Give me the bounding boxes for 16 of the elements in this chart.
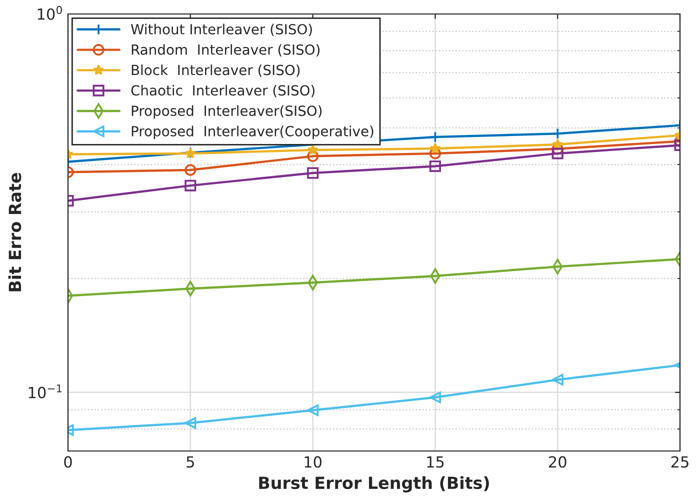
legend-label: Random Interleaver (SISO)	[132, 44, 320, 56]
x-tick-label: 5	[186, 456, 194, 468]
legend-label: Without Interleaver (SISO)	[130, 24, 312, 36]
legend-label: Chaotic Interleaver (SISO)	[131, 84, 314, 98]
x-tick-label: 10	[304, 456, 322, 468]
x-tick-label: 25	[671, 456, 688, 468]
x-tick-label: 20	[549, 456, 566, 468]
y-tick-label: 10$^{−1}$	[28, 384, 62, 398]
x-tick-label: 0	[64, 456, 72, 468]
legend-label: Proposed Interleaver(SISO)	[132, 105, 322, 119]
x-axis-title: Burst Error Length (Bits)	[259, 476, 489, 492]
y-tick-label: 10$^{0}$	[38, 6, 62, 20]
legend-label: Proposed Interleaver(Cooperative)	[132, 126, 374, 140]
legend-label: Block Interleaver (SISO)	[132, 64, 300, 77]
y-axis-title: Bit Erro Rate	[8, 173, 22, 292]
x-tick-label: 15	[427, 456, 444, 468]
